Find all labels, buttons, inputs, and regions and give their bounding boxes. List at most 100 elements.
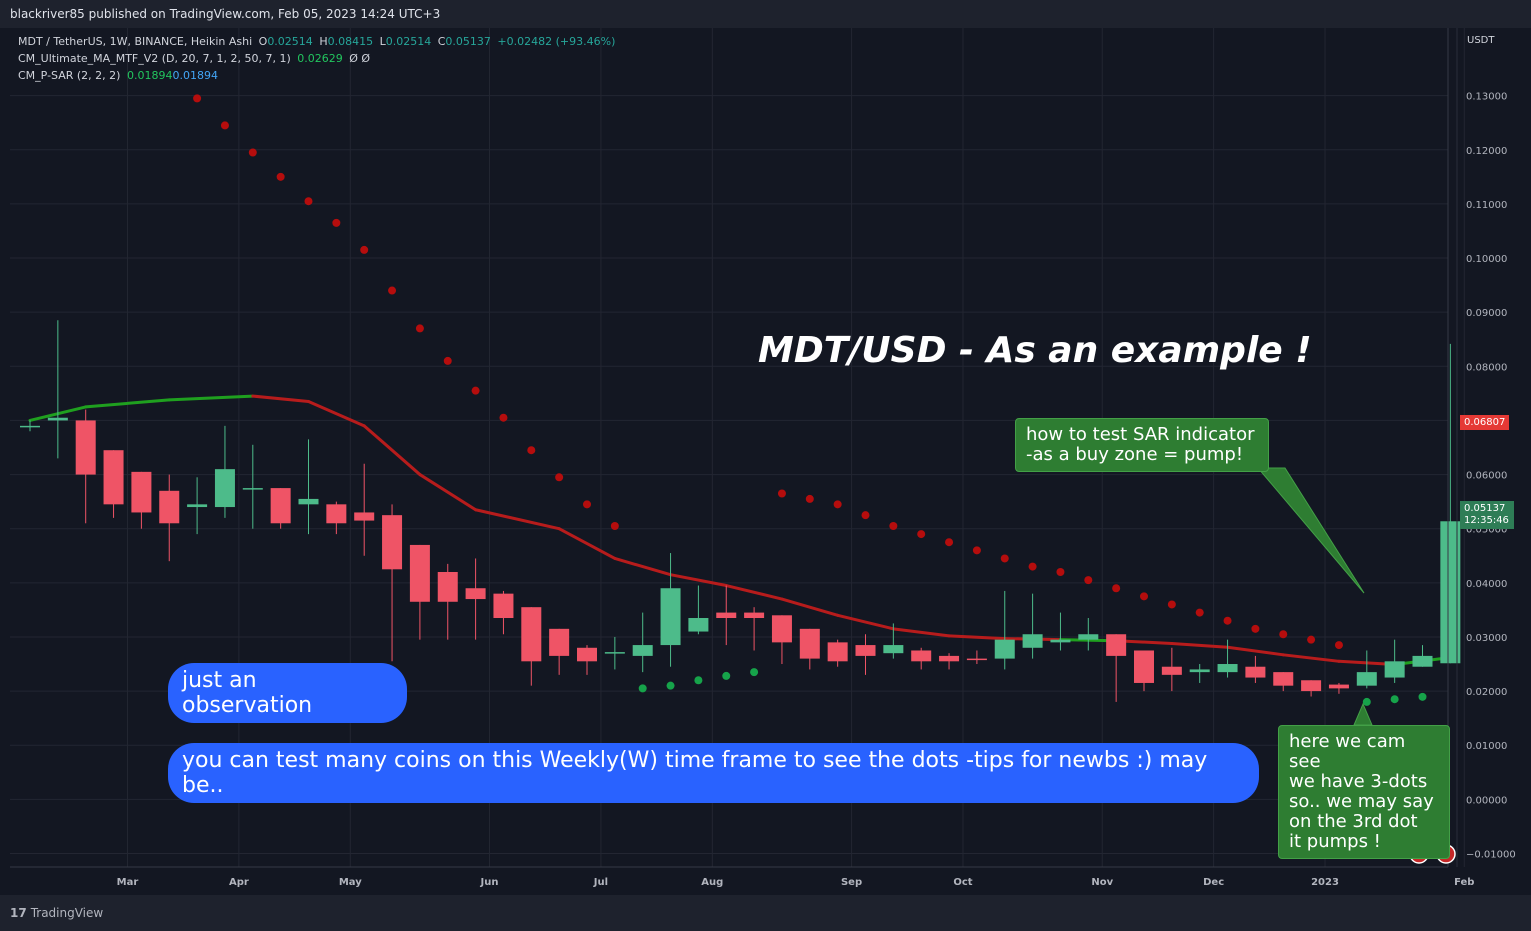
- sar-dot-bearish: [1251, 624, 1260, 633]
- legend-ma-line[interactable]: CM_Ultimate_MA_MTF_V2 (D, 20, 7, 1, 2, 5…: [18, 52, 370, 65]
- dots-note-line: so.. we may say: [1289, 791, 1434, 812]
- sar-note-line: -as a buy zone = pump!: [1026, 444, 1244, 465]
- candle-body: [1440, 521, 1461, 664]
- sar-dot-bearish: [833, 500, 842, 509]
- x-tick-label: Oct: [953, 877, 972, 888]
- candle-body: [966, 658, 987, 661]
- sar-dot-bullish: [1362, 697, 1371, 706]
- candle-body: [214, 469, 235, 508]
- sar-dot-bearish: [972, 546, 981, 555]
- sar-dot-bearish: [583, 500, 591, 509]
- ma-segment: [474, 508, 561, 531]
- candle-body: [159, 490, 180, 524]
- y-tick-label: 0.09000: [1466, 308, 1507, 319]
- dots-note-line: here we cam see: [1289, 731, 1406, 772]
- y-tick-label: 0.00000: [1466, 795, 1507, 806]
- legend-h-label: H: [319, 35, 328, 48]
- legend-l-label: L: [379, 35, 386, 48]
- ma-segment: [780, 597, 840, 617]
- candle-body: [187, 504, 208, 508]
- sar-dot-bearish: [1334, 641, 1343, 650]
- candle-body: [994, 639, 1015, 659]
- x-tick-label: Jul: [593, 877, 608, 888]
- candle-body: [521, 607, 542, 662]
- candle-body: [131, 471, 152, 513]
- candle-body: [382, 515, 403, 570]
- annotation-observation: just an observation: [168, 663, 407, 723]
- x-tick-label: Apr: [229, 877, 249, 888]
- sar-dot-bullish: [638, 684, 647, 693]
- legend-sar-label: CM_P-SAR (2, 2, 2): [18, 69, 121, 82]
- candle-body: [1217, 664, 1238, 673]
- candle-body: [604, 652, 625, 654]
- candle-body: [493, 593, 514, 619]
- candle-body: [298, 498, 319, 505]
- legend-symbol: MDT / TetherUS, 1W, BINANCE, Heikin Ashi: [18, 35, 253, 48]
- candle-body: [939, 655, 960, 662]
- sar-dot-bearish: [332, 218, 341, 227]
- x-tick-label: Jun: [480, 877, 499, 888]
- sar-dot-bearish: [1195, 608, 1204, 617]
- sar-dot-bullish: [666, 681, 675, 690]
- legend-sar-line[interactable]: CM_P-SAR (2, 2, 2) 0.018940.01894: [18, 69, 218, 82]
- candle-body: [744, 612, 765, 619]
- candles: [20, 320, 1461, 702]
- annotation-dots-note: here we cam see we have 3-dots so.. we m…: [1278, 725, 1450, 859]
- ma-segment: [1226, 645, 1285, 657]
- y-tick-label: 0.06000: [1466, 471, 1507, 482]
- sar-dot-bullish: [694, 676, 703, 685]
- candle-body: [1301, 680, 1322, 692]
- candle-body: [270, 488, 291, 524]
- ma-segment: [84, 398, 171, 409]
- sar-dot-bearish: [1056, 567, 1065, 576]
- annotation-tips: you can test many coins on this Weekly(W…: [168, 743, 1259, 803]
- publish-header: blackriver85 published on TradingView.co…: [0, 0, 1531, 28]
- candle-body: [1328, 684, 1349, 689]
- legend-ma-extra: Ø Ø: [349, 52, 371, 65]
- candle-body: [1412, 655, 1433, 667]
- footer-bar: 17 TradingView: [0, 895, 1531, 931]
- sar-dot-bullish: [1390, 695, 1399, 704]
- legend-change: +0.02482 (+93.46%): [497, 35, 616, 48]
- sar-dot-bearish: [1223, 616, 1232, 625]
- ma-segment: [307, 399, 366, 428]
- sar-dot-bearish: [304, 197, 313, 206]
- dots-note-line: on the 3rd dot: [1289, 811, 1418, 832]
- legend-c-label: C: [437, 35, 446, 48]
- sar-dot-bearish: [527, 446, 536, 455]
- sar-dot-bearish: [1028, 562, 1037, 571]
- sar-dot-bearish: [1112, 584, 1121, 593]
- legend-low: 0.02514: [385, 35, 432, 48]
- candle-body: [1245, 666, 1266, 678]
- publish-line: blackriver85 published on TradingView.co…: [10, 7, 441, 21]
- candle-body: [883, 645, 904, 654]
- ma-segment: [724, 584, 784, 601]
- sar-note-line: how to test SAR indicator: [1026, 424, 1255, 445]
- candle-body: [47, 417, 68, 421]
- candle-body: [827, 642, 848, 662]
- tradingview-logo[interactable]: 17 TradingView: [10, 906, 103, 920]
- sar-dot-bearish: [388, 286, 397, 295]
- callout-pointers: [1256, 467, 1373, 726]
- sar-note-pointer: [1256, 467, 1365, 594]
- price-tag-ma: 0.06807: [1460, 415, 1510, 430]
- sar-dot-bullish: [750, 668, 759, 677]
- x-tick-label: Sep: [841, 877, 862, 888]
- price-tag-last-value: 0.05137: [1464, 503, 1506, 514]
- candle-body: [771, 615, 792, 643]
- ma-segment: [1281, 653, 1341, 663]
- sar-dot-bearish: [248, 148, 257, 157]
- candle-body: [577, 647, 597, 662]
- legend-sar-value-1: 0.01894: [126, 69, 173, 82]
- legend-symbol-line[interactable]: MDT / TetherUS, 1W, BINANCE, Heikin Ashi…: [18, 35, 615, 48]
- sar-dot-bearish: [499, 413, 508, 422]
- price-axis-unit: USDT: [1467, 35, 1495, 46]
- sar-dot-bearish: [610, 521, 619, 530]
- sar-dot-bearish: [555, 473, 564, 482]
- candle-body: [855, 645, 876, 656]
- sar-dot-bearish: [1084, 576, 1093, 585]
- candle-body: [409, 544, 430, 602]
- y-tick-label: 0.11000: [1466, 200, 1507, 211]
- sar-dot-bearish: [861, 511, 870, 520]
- chart-area[interactable]: −0.01000 0.00000 0.01000 0.02000 0.03000 0.04…: [0, 28, 1531, 895]
